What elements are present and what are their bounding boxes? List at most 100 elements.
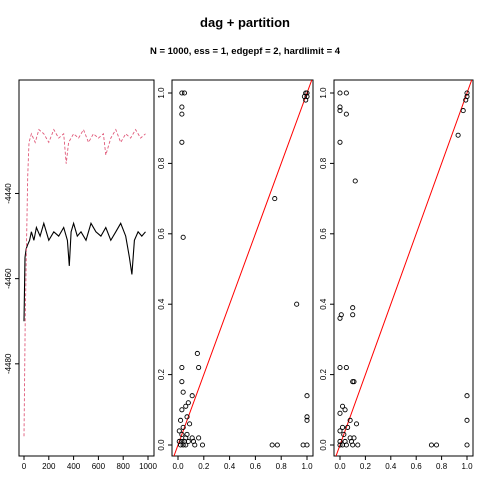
scatter-point <box>269 442 275 448</box>
scatter-point <box>460 108 466 114</box>
scatter-point <box>184 414 190 420</box>
scatter-point <box>303 97 309 103</box>
scatter-point <box>464 417 470 423</box>
scatter-point <box>180 442 186 448</box>
scatter-point <box>181 90 187 96</box>
scatter-point <box>179 431 185 437</box>
scatter-point <box>352 178 358 184</box>
scatter-point <box>351 435 357 441</box>
scatter-point <box>350 379 356 385</box>
identity-line <box>335 80 473 456</box>
scatter-point <box>337 442 343 448</box>
x-tick-label: 0.0 <box>172 462 184 471</box>
scatter-point <box>179 365 185 371</box>
x-tick-label: 600 <box>92 462 106 471</box>
y-tick-label: 0.6 <box>157 228 166 240</box>
trace-line-dashed <box>23 128 146 437</box>
scatter-point <box>274 442 280 448</box>
x-tick-label: 0.6 <box>250 462 262 471</box>
scatter-point <box>339 424 346 430</box>
scatter-point <box>304 442 310 448</box>
scatter-plot-panel-2: 0.0 0.2 0.4 0.6 0.8 1.0 0.0 0.2 0.4 0.6 0.8 1.0 <box>319 79 474 471</box>
scatter-point <box>337 90 343 96</box>
y-tick-label: -4440 <box>4 183 13 204</box>
y-tick-label: -4460 <box>4 268 13 289</box>
scatter-point <box>337 438 343 445</box>
scatter-point <box>183 442 189 448</box>
y-tick-label: 0.8 <box>157 157 166 169</box>
scatter-point <box>455 132 461 138</box>
scatter-point <box>304 393 310 399</box>
scatter-point <box>179 407 185 413</box>
scatter-point <box>179 379 185 385</box>
scatter-point <box>178 442 184 448</box>
y-tick-label: 0.0 <box>319 439 328 451</box>
x-tick-label: 0.2 <box>198 462 210 471</box>
x-tick-label: 0.2 <box>360 462 372 471</box>
scatter-point <box>337 108 343 114</box>
scatter-point <box>196 435 202 441</box>
y-tick-label: 0.8 <box>319 157 328 169</box>
scatter-point <box>179 139 185 145</box>
scatter-point <box>180 389 186 395</box>
y-tick-label: 0.2 <box>157 368 166 380</box>
x-tick-label: 0.0 <box>334 462 346 471</box>
x-tick-label: 800 <box>117 462 131 471</box>
scatter-point <box>180 234 186 240</box>
x-tick-label: 1.0 <box>301 462 313 471</box>
scatter-point <box>183 403 189 409</box>
scatter-point <box>337 365 343 371</box>
scatter-point <box>339 403 346 409</box>
y-tick-label: 0.4 <box>157 298 166 310</box>
scatter-point <box>337 104 343 110</box>
scatter-point <box>187 421 193 427</box>
y-tick-label: 0.6 <box>319 228 328 240</box>
x-tick-label: 0.6 <box>411 462 423 471</box>
scatter-point <box>185 400 191 406</box>
scatter-point <box>350 312 356 318</box>
trace-plot-panel: 0 200 400 600 800 1000 -4480 -4460 -4440 <box>4 79 157 471</box>
scatter-point <box>341 431 347 437</box>
scatter-point <box>350 442 356 448</box>
scatter-point <box>179 111 185 117</box>
scatter-point <box>180 424 186 430</box>
scatter-point <box>343 90 349 96</box>
scatter-point <box>294 301 300 307</box>
x-tick-label: 1000 <box>139 462 157 471</box>
x-tick-label: 0.4 <box>224 462 236 471</box>
scatter-point <box>343 442 349 448</box>
scatter-point <box>179 90 185 96</box>
scatter-point <box>338 312 344 318</box>
scatter-point <box>196 365 202 371</box>
scatter-point <box>192 442 198 448</box>
scatter-point <box>194 350 200 357</box>
y-tick-label: 1.0 <box>157 87 166 99</box>
x-tick-label: 400 <box>67 462 81 471</box>
scatter-point <box>464 90 470 96</box>
y-tick-label: 0.4 <box>319 298 328 310</box>
x-tick-label: 0.8 <box>276 462 288 471</box>
scatter-point <box>337 410 343 416</box>
scatter-point <box>304 90 310 96</box>
x-tick-label: 200 <box>42 462 56 471</box>
figure-subtitle: N = 1000, ess = 1, edgepf = 2, hardlimit… <box>150 46 341 57</box>
scatter-point <box>464 442 470 448</box>
scatter-point <box>350 305 356 311</box>
x-tick-label: 0.8 <box>436 462 448 471</box>
y-tick-label: 0.0 <box>157 439 166 451</box>
trace-line-black <box>23 221 146 322</box>
scatter-point <box>176 428 182 434</box>
scatter-point <box>428 442 434 448</box>
scatter-point <box>304 417 310 423</box>
scatter-plot-panel-1: 0.0 0.2 0.4 0.6 0.8 1.0 0.0 0.2 0.4 0.6 0.8 1.0 <box>157 79 314 471</box>
scatter-point <box>355 442 361 448</box>
y-tick-label: 0.2 <box>319 368 328 380</box>
scatter-point <box>189 393 195 399</box>
scatter-point <box>342 407 348 413</box>
y-tick-label: -4480 <box>4 353 13 374</box>
x-tick-label: 0.4 <box>385 462 397 471</box>
scatter-point <box>345 424 351 430</box>
scatter-point <box>185 438 191 445</box>
scatter-point <box>343 111 349 117</box>
x-tick-label: 0 <box>22 462 27 471</box>
